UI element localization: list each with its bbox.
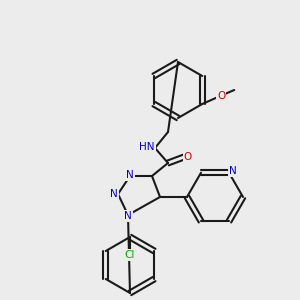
Text: O: O [217,91,225,101]
Text: N: N [110,189,118,199]
Text: Cl: Cl [125,250,135,260]
Text: N: N [124,211,132,221]
Text: O: O [184,152,192,162]
Text: N: N [126,170,134,180]
Text: N: N [229,166,237,176]
Text: HN: HN [139,142,155,152]
